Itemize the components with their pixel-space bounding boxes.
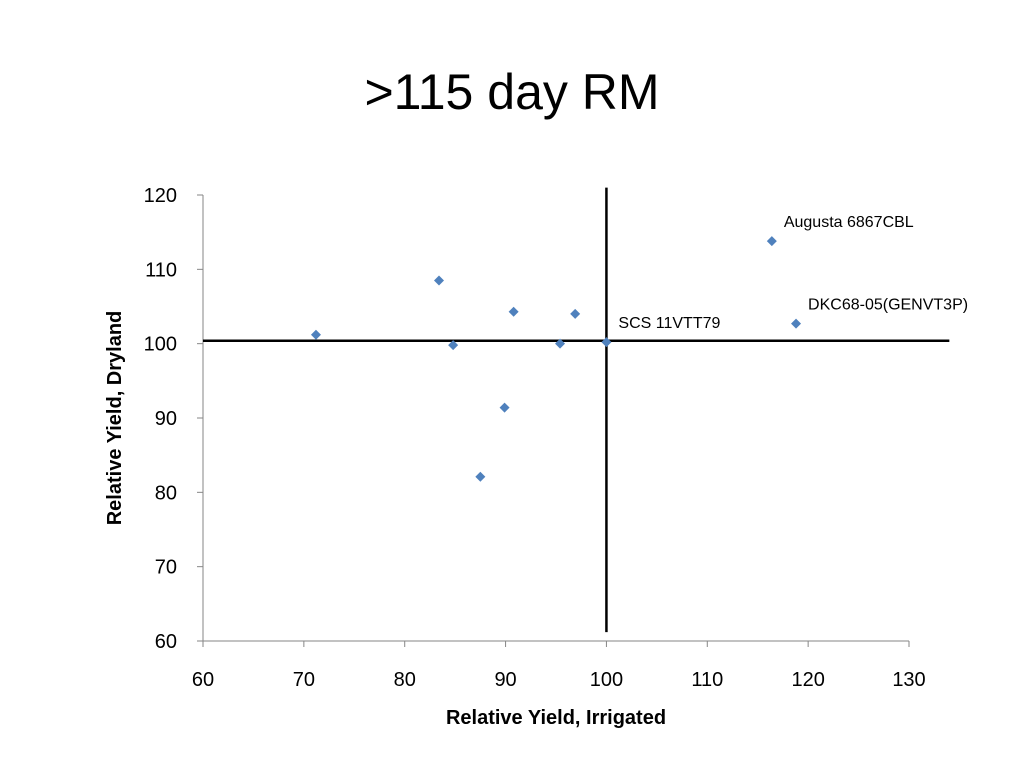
data-point <box>555 338 566 349</box>
y-tick-label: 80 <box>155 482 177 504</box>
x-tick-label: 100 <box>590 669 623 691</box>
data-point <box>310 329 321 340</box>
y-tick-label: 120 <box>144 185 177 207</box>
x-tick-label: 110 <box>691 669 723 691</box>
data-point <box>499 402 510 413</box>
point-labels: SCS 11VTT79 Augusta 6867CBL DKC68-05(GENVT… <box>618 214 968 332</box>
x-tick-label: 120 <box>791 669 824 691</box>
x-tick-label: 70 <box>293 669 315 691</box>
point-label: Augusta 6867CBL <box>784 214 914 231</box>
chart-title: >115 day RM <box>364 64 660 120</box>
data-point <box>791 318 802 329</box>
x-tick-label: 80 <box>394 669 416 691</box>
data-point <box>766 236 777 247</box>
y-tick-label: 70 <box>155 557 177 579</box>
y-axis-title: Relative Yield, Dryland <box>104 311 126 526</box>
data-point <box>434 275 445 286</box>
data-point <box>448 340 459 351</box>
axes: 60 70 80 90 100 110 120 60 70 80 90 100 110 120 130 <box>144 185 926 691</box>
data-point <box>601 337 612 348</box>
x-axis-title: Relative Yield, Irrigated <box>446 707 666 729</box>
y-tick-label: 60 <box>155 631 177 653</box>
reference-lines <box>203 187 950 633</box>
x-tick-label: 130 <box>892 669 925 691</box>
x-tick-label: 90 <box>494 669 516 691</box>
x-tick-label: 60 <box>192 669 214 691</box>
data-point <box>508 306 519 317</box>
y-tick-label: 90 <box>155 408 177 430</box>
data-points <box>310 236 802 482</box>
data-point <box>475 471 486 482</box>
data-point <box>570 308 581 319</box>
point-label: DKC68-05(GENVT3P) <box>808 297 968 314</box>
y-tick-label: 100 <box>144 334 177 356</box>
point-label: SCS 11VTT79 <box>618 315 720 332</box>
y-tick-label: 110 <box>145 259 177 281</box>
